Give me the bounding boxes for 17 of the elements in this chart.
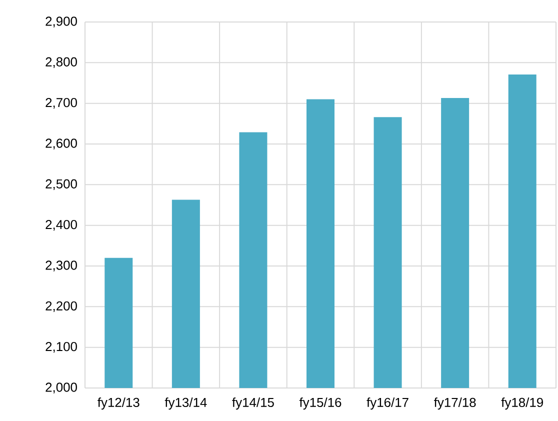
x-tick-label: fy18/19 xyxy=(501,398,543,410)
y-tick-label: 2,700 xyxy=(46,98,77,109)
x-tick-label: fy15/16 xyxy=(299,398,342,410)
y-tick-label: 2,300 xyxy=(46,260,77,272)
x-tick-label: fy13/14 xyxy=(164,398,207,410)
x-tick-label: fy12/13 xyxy=(98,398,140,410)
y-tick-label: 2,000 xyxy=(46,382,77,394)
y-tick-label: 2,200 xyxy=(46,301,77,312)
y-tick-label: 2,100 xyxy=(46,342,77,353)
y-tick-label: 2,400 xyxy=(46,220,77,231)
x-tick-label: fy17/18 xyxy=(434,398,476,410)
y-tick-label: 2,600 xyxy=(46,138,77,150)
x-tick-label: fy16/17 xyxy=(366,398,408,410)
y-tick-label: 2,500 xyxy=(46,179,77,190)
x-tick-label: fy14/15 xyxy=(232,398,274,410)
y-tick-label: 2,900 xyxy=(46,16,77,28)
y-tick-label: 2,800 xyxy=(46,57,77,68)
